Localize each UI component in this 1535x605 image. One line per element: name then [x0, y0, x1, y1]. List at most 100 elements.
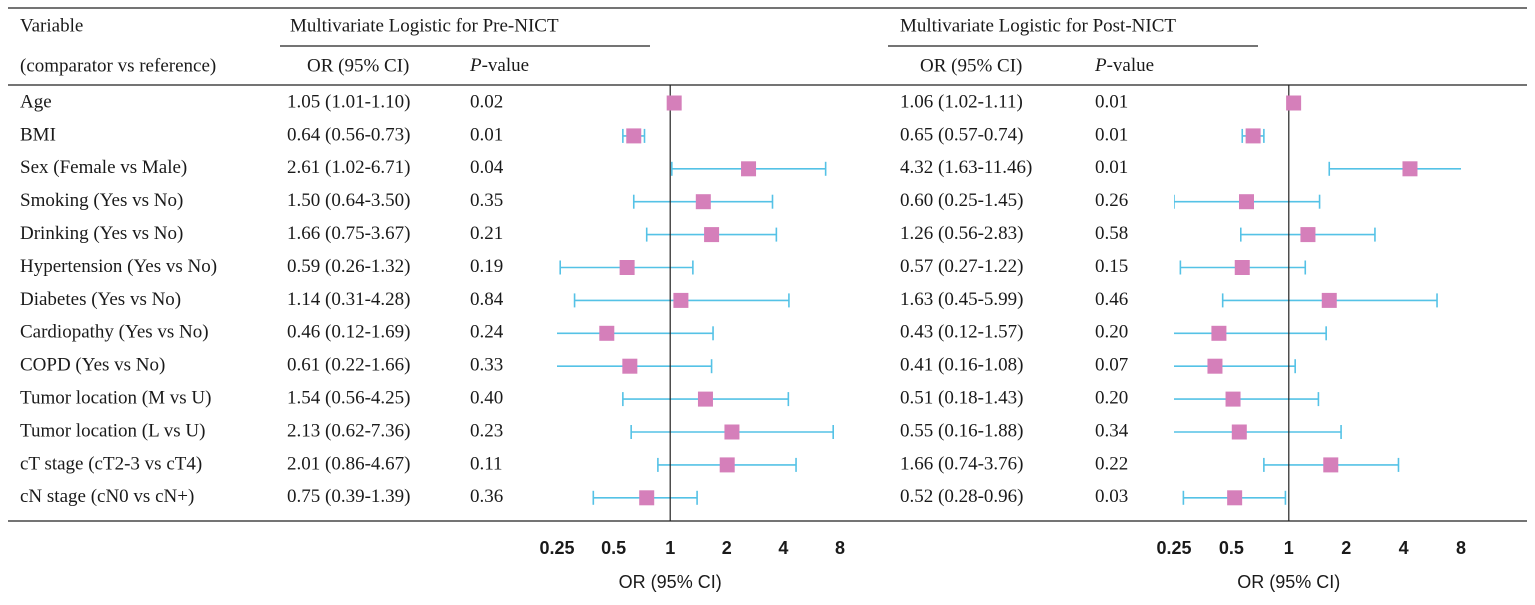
p-value: 0.21 — [470, 223, 503, 244]
or-ci-label: 0.55 (0.16-1.88) — [900, 420, 1023, 441]
or-ci-label: 0.43 (0.12-1.57) — [900, 322, 1023, 343]
or-marker — [1238, 194, 1254, 210]
x-tick-label: 8 — [835, 538, 845, 558]
or-marker — [695, 194, 711, 210]
x-tick-label: 8 — [1456, 538, 1466, 558]
or-ci-label: 0.41 (0.16-1.08) — [900, 355, 1023, 376]
or-marker — [724, 424, 740, 440]
row-label: Diabetes (Yes vs No) — [20, 289, 181, 310]
or-marker — [1231, 424, 1247, 440]
p-header-italic: P — [1094, 55, 1107, 76]
p-value: 0.24 — [470, 322, 504, 343]
or-ci-label: 0.52 (0.28-0.96) — [900, 486, 1023, 507]
or-marker — [719, 457, 735, 473]
p-header: P-value — [469, 55, 529, 76]
header-comparator: (comparator vs reference) — [20, 55, 216, 76]
p-value: 0.01 — [1095, 157, 1128, 178]
or-ci-label: 2.61 (1.02-6.71) — [287, 157, 410, 178]
x-tick-label: 1 — [665, 538, 675, 558]
ci-header: OR (95% CI) — [307, 55, 409, 76]
header-variable: Variable — [20, 15, 83, 36]
p-value: 0.36 — [470, 486, 503, 507]
or-ci-label: 1.54 (0.56-4.25) — [287, 387, 410, 408]
or-ci-label: 0.51 (0.18-1.43) — [900, 387, 1023, 408]
p-value: 0.19 — [470, 256, 503, 277]
p-value: 0.15 — [1095, 256, 1128, 277]
p-value: 0.46 — [1095, 289, 1128, 310]
or-ci-label: 0.65 (0.57-0.74) — [900, 124, 1023, 145]
or-marker — [599, 325, 615, 341]
p-header-rest: -value — [482, 55, 529, 76]
row-label: Cardiopathy (Yes vs No) — [20, 322, 209, 343]
p-value: 0.26 — [1095, 190, 1128, 211]
or-ci-label: 1.05 (1.01-1.10) — [287, 91, 410, 112]
or-marker — [626, 128, 642, 144]
p-value: 0.01 — [1095, 91, 1128, 112]
or-marker — [1402, 161, 1418, 177]
p-value: 0.23 — [470, 420, 503, 441]
or-ci-label: 1.14 (0.31-4.28) — [287, 289, 410, 310]
row-label: Hypertension (Yes vs No) — [20, 256, 217, 277]
or-ci-label: 2.13 (0.62-7.36) — [287, 420, 410, 441]
p-header: P-value — [1094, 55, 1154, 76]
x-tick-label: 0.25 — [1156, 538, 1191, 558]
x-tick-label: 4 — [1399, 538, 1409, 558]
x-tick-label: 1 — [1284, 538, 1294, 558]
or-marker — [673, 292, 689, 308]
or-marker — [1321, 292, 1337, 308]
or-marker — [1207, 358, 1223, 374]
or-marker — [1234, 260, 1250, 275]
x-axis-label: OR (95% CI) — [619, 572, 722, 592]
or-ci-label: 2.01 (0.86-4.67) — [287, 453, 410, 474]
plot-area — [1174, 96, 1461, 505]
p-value: 0.01 — [1095, 124, 1128, 145]
x-axis-label: OR (95% CI) — [1237, 572, 1340, 592]
or-marker — [666, 95, 682, 111]
or-ci-label: 0.59 (0.26-1.32) — [287, 256, 410, 277]
or-marker — [1300, 227, 1316, 243]
p-value: 0.58 — [1095, 223, 1128, 244]
or-marker — [619, 260, 635, 275]
group-title: Multivariate Logistic for Post-NICT — [900, 15, 1176, 36]
p-value: 0.35 — [470, 190, 503, 211]
x-tick-label: 0.5 — [1219, 538, 1244, 558]
or-ci-label: 1.50 (0.64-3.50) — [287, 190, 410, 211]
or-marker — [1286, 95, 1302, 111]
p-value: 0.22 — [1095, 453, 1128, 474]
p-value: 0.40 — [470, 387, 503, 408]
or-marker — [1323, 457, 1339, 473]
p-value: 0.01 — [470, 124, 503, 145]
p-value: 0.07 — [1095, 355, 1128, 376]
or-ci-label: 4.32 (1.63-11.46) — [900, 157, 1032, 178]
x-tick-label: 0.25 — [539, 538, 574, 558]
plot-area — [557, 96, 834, 505]
or-ci-label: 0.64 (0.56-0.73) — [287, 124, 410, 145]
row-label: Smoking (Yes vs No) — [20, 190, 183, 211]
or-ci-label: 1.06 (1.02-1.11) — [900, 91, 1023, 112]
or-ci-label: 1.66 (0.74-3.76) — [900, 453, 1023, 474]
or-marker — [1227, 490, 1243, 506]
or-marker — [741, 161, 757, 177]
or-marker — [704, 227, 720, 243]
or-ci-label: 0.75 (0.39-1.39) — [287, 486, 410, 507]
row-label: Sex (Female vs Male) — [20, 157, 187, 178]
p-header-rest: -value — [1107, 55, 1154, 76]
or-ci-label: 1.63 (0.45-5.99) — [900, 289, 1023, 310]
x-tick-label: 2 — [722, 538, 732, 558]
x-tick-label: 2 — [1341, 538, 1351, 558]
row-label: Drinking (Yes vs No) — [20, 223, 183, 244]
p-value: 0.03 — [1095, 486, 1128, 507]
p-value: 0.20 — [1095, 387, 1128, 408]
or-marker — [622, 358, 638, 374]
x-tick-label: 0.5 — [601, 538, 626, 558]
or-marker — [639, 490, 655, 506]
or-marker — [697, 391, 713, 407]
p-value: 0.04 — [470, 157, 504, 178]
group-title: Multivariate Logistic for Pre-NICT — [290, 15, 559, 36]
row-label: COPD (Yes vs No) — [20, 355, 165, 376]
p-value: 0.34 — [1095, 420, 1129, 441]
or-ci-label: 0.46 (0.12-1.69) — [287, 322, 410, 343]
p-header-italic: P — [469, 55, 482, 76]
or-ci-label: 0.61 (0.22-1.66) — [287, 355, 410, 376]
or-marker — [1211, 325, 1227, 341]
